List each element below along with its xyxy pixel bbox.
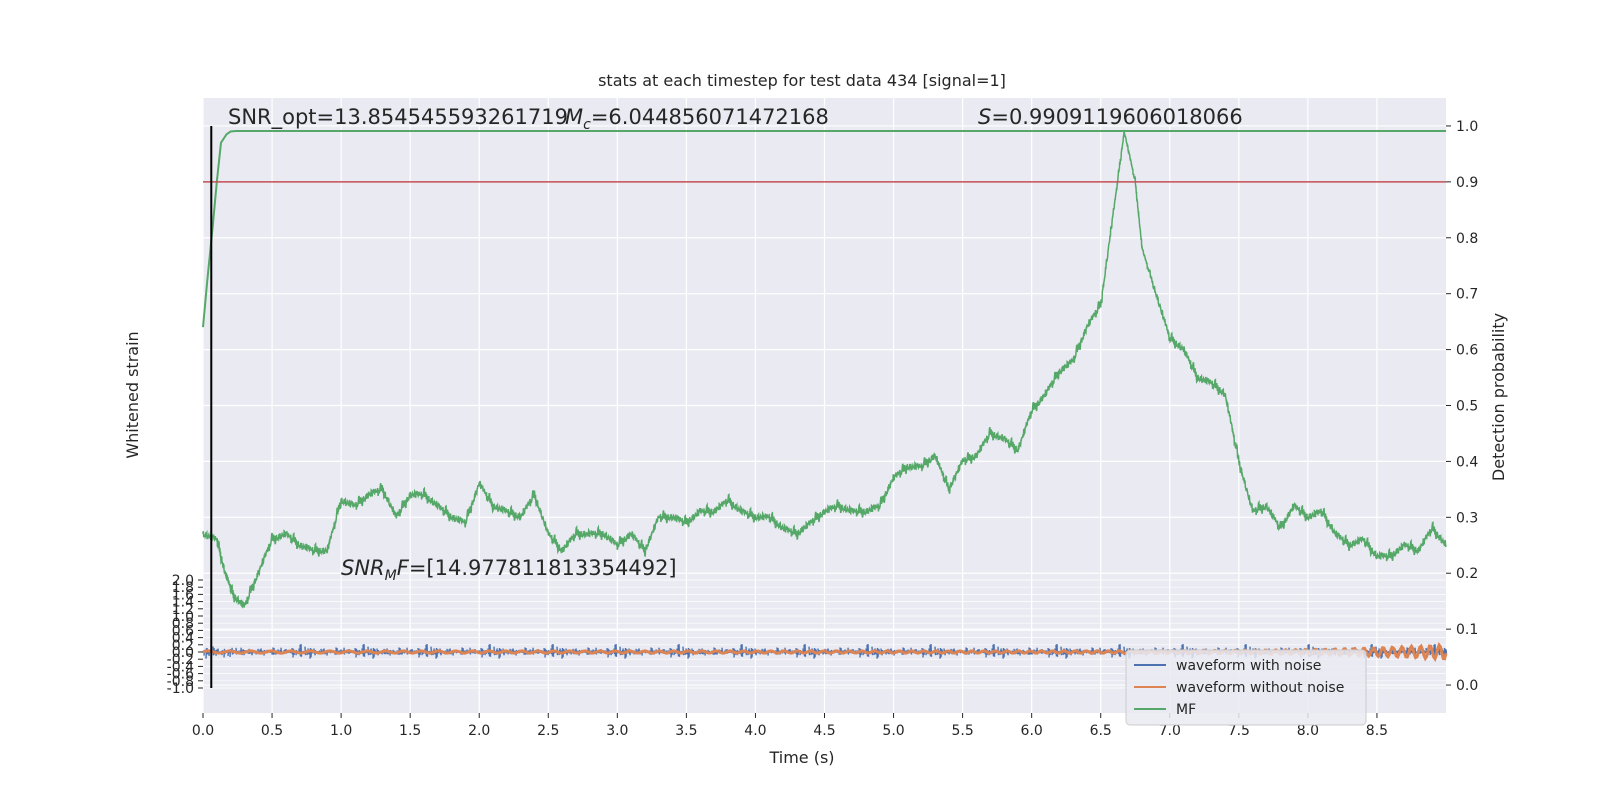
left-tick-label: 0.4	[172, 631, 194, 647]
x-axis-ticks: 0.0 0.5 1.0 1.5 2.0 2.5 3.0 3.5 4.0 4.5 5.0 5.5 6.0 6…	[192, 713, 1388, 739]
left-tick-label: 2.0	[172, 573, 194, 589]
left-tick-label: 1.8	[172, 580, 194, 596]
left-tick-label: -0.8	[167, 674, 194, 690]
legend: waveform with noise waveform without noi…	[1125, 649, 1367, 726]
x-tick-label: 8.5	[1366, 723, 1388, 739]
x-tick-label: 2.0	[468, 723, 490, 739]
x-tick-label: 6.0	[1021, 723, 1043, 739]
x-tick-label: 6.5	[1090, 723, 1112, 739]
legend-box	[1125, 649, 1367, 726]
left-tick-label: 1.4	[172, 595, 194, 611]
x-tick-label: 4.0	[744, 723, 766, 739]
annotation-chirp-mass: Mc=6.044856071472168	[565, 105, 829, 133]
right-tick-label: 0.2	[1456, 566, 1478, 582]
annotation-detection-score: S=0.9909119606018066	[978, 105, 1243, 129]
legend-label-waveform-with-noise: waveform with noise	[1176, 658, 1321, 674]
left-tick-label: 0.6	[172, 623, 194, 639]
left-tick-label: 0.0	[172, 645, 194, 661]
mf-probability-path	[202, 129, 1447, 609]
legend-label-waveform-without-noise: waveform without noise	[1176, 680, 1344, 696]
x-axis-label: Time (s)	[768, 748, 834, 767]
left-axis-label: Whitened strain	[123, 331, 142, 458]
x-tick-label: 3.0	[606, 723, 628, 739]
x-tick-label: 5.5	[951, 723, 973, 739]
right-tick-label: 0.3	[1456, 510, 1478, 526]
x-tick-label: 2.5	[537, 723, 559, 739]
x-tick-label: 4.5	[813, 723, 835, 739]
right-tick-label: 0.0	[1456, 678, 1478, 694]
left-tick-label: 0.2	[172, 638, 194, 654]
left-tick-label: 0.8	[172, 616, 194, 632]
left-tick-label: 1.2	[172, 602, 194, 618]
right-tick-label: 0.7	[1456, 287, 1478, 303]
x-tick-label: 8.0	[1297, 723, 1319, 739]
right-tick-label: 0.8	[1456, 231, 1478, 247]
x-tick-label: 0.5	[261, 723, 283, 739]
x-tick-label: 1.5	[399, 723, 421, 739]
left-axis-ticks: -1.0-0.8-0.6-0.4-0.20.00.20.40.60.81.01.…	[167, 573, 203, 697]
right-tick-label: 0.6	[1456, 343, 1478, 359]
x-tick-label: 3.5	[675, 723, 697, 739]
legend-label-mf: MF	[1176, 702, 1196, 718]
left-tick-label: 1.6	[172, 587, 194, 603]
left-tick-label: -0.6	[167, 667, 194, 683]
left-tick-label: -1.0	[167, 681, 194, 697]
right-tick-label: 0.4	[1456, 454, 1478, 470]
right-tick-label: 0.9	[1456, 175, 1478, 191]
x-tick-label: 1.0	[330, 723, 352, 739]
right-tick-label: 0.5	[1456, 399, 1478, 415]
annotation-snr-mf: SNRMF=[14.977811813354492]	[341, 556, 677, 584]
right-tick-label: 1.0	[1456, 119, 1478, 135]
x-tick-label: 5.0	[882, 723, 904, 739]
left-tick-label: 1.0	[172, 609, 194, 625]
right-axis-ticks: 0.0 0.1 0.2 0.3 0.4 0.5 0.6 0.7 0.8 0.9 1.0	[1446, 119, 1478, 694]
x-tick-label: 7.0	[1159, 723, 1181, 739]
left-tick-label: -0.2	[167, 652, 194, 668]
right-axis-label: Detection probability	[1489, 313, 1508, 481]
annotation-snr-opt: SNR_opt=13.854545593261719	[228, 105, 568, 130]
chart-title: stats at each timestep for test data 434…	[598, 71, 1006, 90]
x-tick-label: 0.0	[192, 723, 214, 739]
left-tick-label: -0.4	[167, 659, 194, 675]
x-tick-label: 7.5	[1228, 723, 1250, 739]
right-tick-label: 0.1	[1456, 622, 1478, 638]
